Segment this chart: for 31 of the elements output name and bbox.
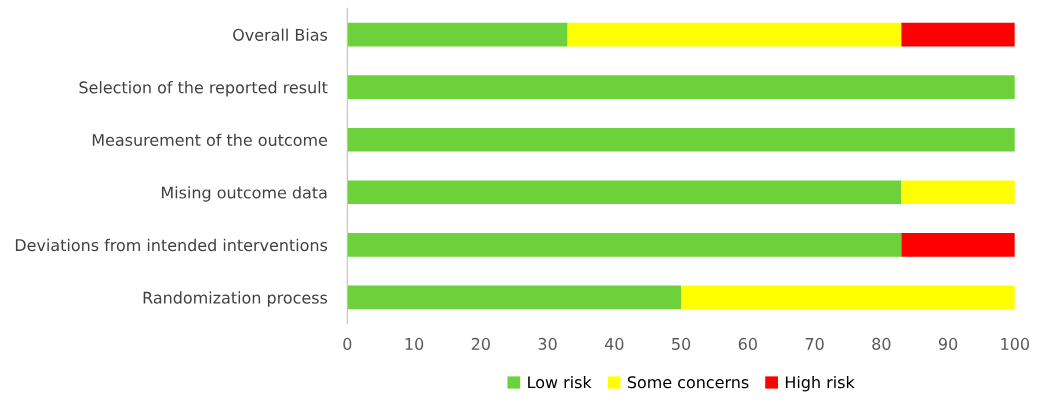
legend-label: Low risk: [528, 375, 592, 389]
x-tick-label: 90: [938, 337, 958, 350]
x-tick-label: 70: [805, 337, 824, 350]
y-tick-label: Mising outcome data: [161, 186, 327, 202]
x-tick-label: 0: [343, 337, 352, 350]
bar: [901, 22, 1015, 47]
bar: [347, 233, 902, 257]
bar: [347, 75, 1015, 99]
y-tick-label: Deviations from intended interventions: [15, 238, 328, 252]
y-tick-label: Randomization process: [143, 291, 328, 307]
bar: [901, 180, 1015, 205]
x-tick-label: 100: [1001, 337, 1030, 350]
bar: [347, 22, 568, 47]
bar: [681, 285, 1015, 310]
y-tick-label: Overall Bias: [233, 28, 328, 41]
legend-label: High risk: [785, 375, 855, 392]
x-tick-label: 20: [471, 337, 490, 350]
x-tick-label: 30: [538, 337, 557, 350]
bar: [347, 180, 902, 205]
legend-label: Some concerns: [627, 376, 749, 389]
bar: [347, 285, 682, 310]
bar: [901, 233, 1015, 257]
x-tick-label: 80: [872, 337, 891, 350]
y-tick-label: Selection of the reported result: [79, 81, 328, 97]
x-tick-label: 60: [738, 337, 757, 350]
bar: [567, 22, 902, 47]
x-tick-label: 40: [604, 337, 624, 350]
bar: [347, 127, 1015, 152]
y-tick-label: Measurement of the outcome: [92, 133, 328, 147]
x-tick-label: 10: [405, 337, 424, 350]
x-tick-label: 50: [672, 337, 691, 350]
